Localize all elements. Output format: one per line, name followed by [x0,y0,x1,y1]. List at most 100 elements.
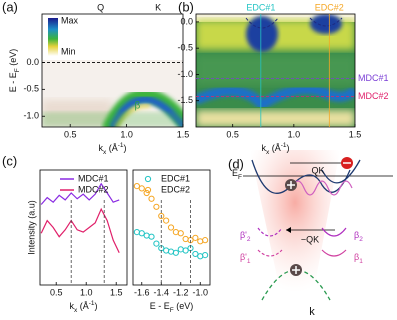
x-tick-label: 1.5 [349,129,362,139]
data-point [148,233,155,240]
plus-sign [292,266,300,274]
legend-label: MDC#2 [78,184,109,194]
band [257,227,283,237]
data-point [167,248,175,255]
x-tick-label: -1.0 [192,287,208,297]
data-point [197,238,204,245]
band [251,159,351,194]
diagram [243,150,393,301]
x-axis-label-part: k [98,143,103,153]
legend-label: MDC#1 [78,173,109,183]
colorbar [48,18,58,56]
x-axis-label-part: -1 [281,142,287,149]
legend-label: EDC#2 [161,184,190,194]
data-point [197,253,204,260]
cone [250,150,340,300]
x-axis-label-part: ) [95,301,98,311]
x-tick-label: 1.0 [288,129,301,139]
x-axis-label-part: x [103,149,107,156]
plot-frame [195,13,356,128]
legend-swatch [144,186,152,194]
arrow-head [286,227,291,233]
cut-label: EDC#2 [315,2,344,12]
x-tick-label: 0.5 [226,129,239,139]
data-point [177,246,184,253]
beta-label: β'1 [240,252,251,265]
colorbar-label: Max [61,15,79,25]
y-axis-label: E - EF (eV) [8,49,21,93]
data-point [143,189,150,197]
data-point [163,217,170,224]
beta-label-part: 2 [247,236,251,243]
k-label: k [309,306,315,318]
colorbar-label: Min [61,46,76,56]
cut-label: MDC#2 [358,91,389,101]
y-tick-label: -0.5 [23,84,39,94]
series-line [40,207,120,254]
data-point [192,250,199,258]
y-tick-label: 0.0 [180,16,193,26]
data-point [182,247,189,254]
data-point [163,247,170,254]
x-tick-label: 1.5 [110,287,123,297]
beta-label: β1 [354,252,363,265]
beta-label-part: β' [240,230,247,240]
y-axis-label-part: F [14,68,21,72]
data-point [192,234,199,241]
data-point [133,183,140,190]
x-axis-label-part: (Å [269,143,281,153]
data-point [133,229,140,236]
y-tick-label: -1.0 [23,111,39,121]
data-point [153,203,160,210]
data-point [177,230,184,237]
x-axis-label-part: ) [124,143,127,153]
x-tick-label: -1.6 [134,287,150,297]
plot-frame [39,169,128,286]
panel-label: (c) [2,153,17,168]
annotation: β [134,101,140,112]
x-tick-label: 0.5 [50,287,63,297]
x-axis-label-part: k [69,301,74,311]
x-axis-label-part: x [74,307,78,314]
data-point [158,212,165,220]
data-point [138,185,145,192]
y-axis-label-part: E - E [8,72,18,92]
x-axis-label-part: -1 [89,300,95,307]
band [321,159,361,184]
data-point [172,229,179,236]
x-axis-label: kx (Å-1) [98,142,126,156]
x-axis-label-part: F [170,307,174,314]
beta-label-part: 1 [247,258,251,265]
top-label: K [155,2,161,12]
band [257,249,283,257]
x-tick-label: 1.0 [80,287,93,297]
y-tick-label: -0.5 [177,43,193,53]
band [321,249,347,257]
beta-label: β'2 [240,230,251,243]
y-axis-label-part: (eV) [8,49,18,69]
x-axis-label-part: ) [287,143,290,153]
wavy-line [291,180,353,196]
ef-label-part: F [238,174,242,181]
cut-label: MDC#1 [358,73,389,83]
ef-label: EF [232,168,242,181]
beta-label: β2 [354,230,363,243]
x-axis-label-part: (Å [77,301,89,311]
top-label: Q [97,2,104,12]
x-tick-label: -1.2 [173,287,189,297]
y-axis-label: Intensity (a.u) [26,200,36,255]
ef-label-part: E [232,168,238,178]
y-tick-label: -1.0 [177,69,193,79]
cut-label: EDC#1 [246,2,275,12]
data-point [138,230,145,237]
x-axis-label-part: k [261,143,266,153]
beta-label-part: β' [240,252,247,262]
x-axis-label-part: (eV) [174,301,194,311]
band [321,227,347,237]
x-tick-label: 0.5 [64,129,77,139]
data-point [143,232,150,239]
x-axis-label: E - EF (eV) [150,301,194,314]
x-axis-label: kx (Å-1) [69,300,97,314]
data-point [202,252,209,259]
